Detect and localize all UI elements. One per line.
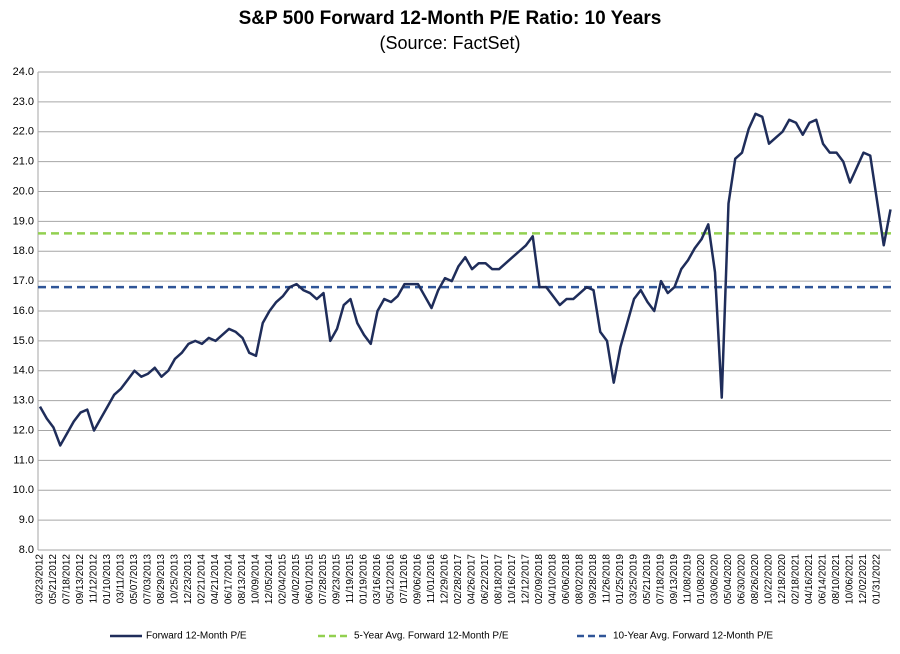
- x-tick-label: 02/04/2015: [278, 554, 289, 604]
- chart-subtitle: (Source: FactSet): [379, 33, 520, 53]
- x-tick-label: 04/16/2021: [804, 554, 815, 604]
- x-tick-label: 05/04/2020: [723, 554, 734, 604]
- y-tick-label: 17.0: [13, 275, 34, 287]
- x-tick-label: 10/22/2020: [764, 554, 775, 604]
- x-tick-label: 11/26/2018: [602, 554, 613, 604]
- x-tick-label: 10/06/2021: [845, 554, 856, 604]
- legend-label: Forward 12-Month P/E: [146, 631, 247, 642]
- x-tick-label: 02/09/2018: [534, 554, 545, 604]
- x-tick-label: 02/21/2014: [197, 554, 208, 604]
- x-tick-label: 08/29/2013: [156, 554, 167, 604]
- y-tick-label: 10.0: [13, 484, 34, 496]
- y-tick-label: 8.0: [19, 544, 34, 556]
- x-tick-label: 01/31/2022: [872, 554, 883, 604]
- x-tick-label: 03/23/2012: [35, 554, 46, 604]
- x-tick-label: 08/02/2018: [575, 554, 586, 604]
- x-tick-label: 06/17/2014: [224, 554, 235, 604]
- x-tick-label: 04/10/2018: [548, 554, 559, 604]
- x-tick-label: 02/28/2017: [453, 554, 464, 604]
- x-tick-label: 06/14/2021: [818, 554, 829, 604]
- x-tick-label: 04/02/2015: [291, 554, 302, 604]
- x-tick-label: 07/18/2012: [62, 554, 73, 604]
- y-tick-label: 20.0: [13, 185, 34, 197]
- x-tick-label: 09/13/2012: [75, 554, 86, 604]
- x-tick-label: 11/01/2016: [426, 554, 437, 604]
- x-tick-label: 09/28/2018: [588, 554, 599, 604]
- legend-label: 10-Year Avg. Forward 12-Month P/E: [613, 631, 773, 642]
- legend-label: 5-Year Avg. Forward 12-Month P/E: [354, 631, 509, 642]
- x-tick-label: 10/25/2013: [170, 554, 181, 604]
- y-tick-label: 15.0: [13, 335, 34, 347]
- y-tick-label: 16.0: [13, 305, 34, 317]
- y-tick-label: 21.0: [13, 156, 34, 168]
- x-tick-label: 01/08/2020: [696, 554, 707, 604]
- x-tick-label: 07/11/2016: [399, 554, 410, 604]
- x-tick-label: 11/08/2019: [683, 554, 694, 604]
- y-tick-label: 11.0: [13, 454, 34, 466]
- x-tick-label: 07/03/2013: [143, 554, 154, 604]
- x-tick-label: 07/18/2019: [656, 554, 667, 604]
- series-line: [38, 112, 892, 447]
- y-tick-label: 24.0: [13, 66, 34, 78]
- x-tick-label: 04/26/2017: [467, 554, 478, 604]
- y-tick-label: 12.0: [13, 424, 34, 436]
- x-tick-label: 12/18/2020: [777, 554, 788, 604]
- x-tick-label: 05/21/2012: [48, 554, 59, 604]
- x-tick-label: 01/10/2013: [102, 554, 113, 604]
- x-tick-label: 06/01/2015: [305, 554, 316, 604]
- x-tick-label: 01/25/2019: [615, 554, 626, 604]
- chart-title: S&P 500 Forward 12-Month P/E Ratio: 10 Y…: [239, 8, 662, 29]
- x-tick-label: 12/02/2021: [858, 554, 869, 604]
- x-tick-label: 09/06/2016: [413, 554, 424, 604]
- y-tick-label: 22.0: [13, 126, 34, 138]
- x-tick-label: 11/19/2015: [345, 554, 356, 604]
- x-tick-label: 06/06/2018: [561, 554, 572, 604]
- x-tick-label: 11/12/2012: [89, 554, 100, 604]
- x-tick-label: 02/18/2021: [791, 554, 802, 604]
- x-tick-label: 12/23/2013: [183, 554, 194, 604]
- x-tick-label: 12/05/2014: [264, 554, 275, 604]
- x-tick-label: 06/30/2020: [737, 554, 748, 604]
- x-tick-label: 03/16/2016: [372, 554, 383, 604]
- x-tick-label: 10/09/2014: [251, 554, 262, 604]
- x-tick-label: 03/11/2013: [116, 554, 127, 604]
- y-tick-label: 14.0: [13, 365, 34, 377]
- x-tick-label: 12/12/2017: [521, 554, 532, 604]
- x-tick-label: 03/06/2020: [710, 554, 721, 604]
- x-tick-label: 03/25/2019: [629, 554, 640, 604]
- x-tick-label: 10/16/2017: [507, 554, 518, 604]
- x-tick-label: 05/12/2016: [386, 554, 397, 604]
- x-tick-label: 08/26/2020: [750, 554, 761, 604]
- x-tick-label: 09/13/2019: [669, 554, 680, 604]
- y-tick-label: 23.0: [13, 96, 34, 108]
- y-tick-label: 9.0: [19, 514, 34, 526]
- x-tick-label: 12/29/2016: [440, 554, 451, 604]
- y-tick-label: 13.0: [13, 395, 34, 407]
- x-tick-label: 05/21/2019: [642, 554, 653, 604]
- x-tick-label: 06/22/2017: [480, 554, 491, 604]
- y-tick-label: 19.0: [13, 215, 34, 227]
- y-tick-label: 18.0: [13, 245, 34, 257]
- x-tick-label: 04/21/2014: [210, 554, 221, 604]
- x-tick-label: 08/10/2021: [831, 554, 842, 604]
- x-tick-label: 05/07/2013: [129, 554, 140, 604]
- x-tick-label: 08/13/2014: [237, 554, 248, 604]
- x-tick-label: 01/19/2016: [359, 554, 370, 604]
- x-tick-label: 09/23/2015: [332, 554, 343, 604]
- x-tick-label: 08/18/2017: [494, 554, 505, 604]
- x-tick-label: 07/28/2015: [318, 554, 329, 604]
